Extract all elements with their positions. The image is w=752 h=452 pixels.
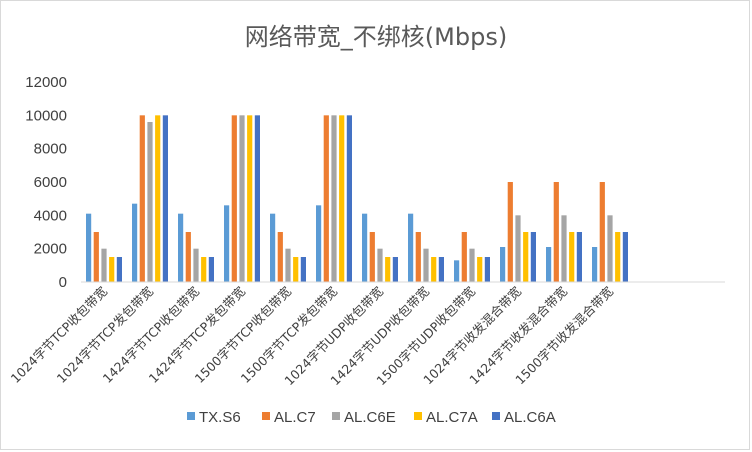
bar [109, 257, 115, 282]
bar [392, 257, 398, 282]
bar [530, 232, 536, 282]
bar [408, 213, 414, 282]
bar [162, 115, 168, 282]
bar [546, 247, 552, 282]
legend-label: TX.S6 [199, 409, 241, 426]
bar [507, 182, 513, 282]
legend-swatch [262, 412, 270, 420]
bar [139, 115, 145, 282]
bar [484, 257, 490, 282]
bar [339, 115, 345, 282]
bar [224, 205, 230, 282]
legend-swatch [492, 412, 500, 420]
bar [523, 232, 529, 282]
bar [93, 232, 99, 282]
bar [254, 115, 260, 282]
bar [277, 232, 283, 282]
bar [438, 257, 444, 282]
bar [300, 257, 306, 282]
bar [346, 115, 352, 282]
bar [469, 248, 475, 282]
bar [561, 215, 567, 282]
bar [607, 215, 613, 282]
bar [285, 248, 291, 282]
legend-label: AL.C6A [504, 409, 556, 426]
bar [132, 203, 138, 282]
bar [461, 232, 467, 282]
bar [576, 232, 582, 282]
y-tick-label: 6000 [34, 174, 67, 191]
bar [553, 182, 559, 282]
y-tick-label: 10000 [25, 107, 67, 124]
bar [599, 182, 605, 282]
legend-label: AL.C7 [274, 409, 316, 426]
bar [239, 115, 245, 282]
bar [377, 248, 383, 282]
bar [208, 257, 214, 282]
legend-label: AL.C6E [344, 409, 396, 426]
chart-title: 网络带宽_不绑核(Mbps) [245, 23, 507, 51]
bar [431, 257, 437, 282]
bar [423, 248, 429, 282]
bar [454, 260, 460, 282]
y-tick-label: 8000 [34, 141, 67, 158]
bar [515, 215, 521, 282]
bar [231, 115, 237, 282]
bar [201, 257, 207, 282]
bar [331, 115, 337, 282]
bar [369, 232, 375, 282]
bar [155, 115, 161, 282]
y-axis: 0 2000 4000 6000 8000 10000 12000 [25, 74, 67, 291]
legend-item: AL.C7A [414, 409, 478, 426]
bar [293, 257, 299, 282]
y-tick-label: 4000 [34, 207, 67, 224]
bar [147, 122, 153, 282]
bar [116, 257, 122, 282]
legend-item: TX.S6 [187, 409, 241, 426]
y-tick-label: 2000 [34, 241, 67, 258]
legend: TX.S6 AL.C7 AL.C6E AL.C7A AL.C6A [187, 409, 556, 426]
bar [101, 248, 107, 282]
bars-layer [86, 115, 628, 282]
bar [477, 257, 483, 282]
bar [362, 213, 368, 282]
bar [592, 247, 598, 282]
y-tick-label: 12000 [25, 74, 67, 91]
x-axis: 1024字节TCP收包带宽1024字节TCP发包带宽1424字节TCP收包带宽1… [8, 281, 725, 388]
bar [569, 232, 575, 282]
bar [622, 232, 628, 282]
bar [185, 232, 191, 282]
bar [247, 115, 253, 282]
bar [193, 248, 199, 282]
bar [385, 257, 391, 282]
bar [178, 213, 184, 282]
bar [323, 115, 329, 282]
bar [415, 232, 421, 282]
legend-swatch [414, 412, 422, 420]
bar [316, 205, 322, 282]
bar [500, 247, 506, 282]
y-tick-label: 0 [59, 274, 67, 291]
legend-item: AL.C6E [332, 409, 396, 426]
legend-item: AL.C7 [262, 409, 316, 426]
legend-swatch [332, 412, 340, 420]
bar [270, 213, 276, 282]
bar [86, 213, 92, 282]
bar [615, 232, 621, 282]
legend-label: AL.C7A [426, 409, 478, 426]
legend-swatch [187, 412, 195, 420]
legend-item: AL.C6A [492, 409, 556, 426]
